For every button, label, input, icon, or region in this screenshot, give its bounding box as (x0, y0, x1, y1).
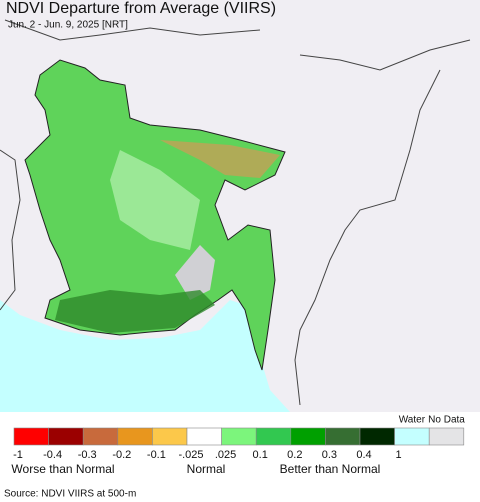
legend-tick-label: 0.4 (356, 449, 371, 461)
legend-tick-label: -.025 (178, 449, 203, 461)
legend-swatch (325, 427, 361, 446)
legend-swatch (82, 427, 119, 446)
legend-tick-label: -0.3 (78, 449, 97, 461)
title: NDVI Departure from Average (VIIRS) (6, 0, 276, 17)
legend-tick-label: -0.4 (43, 449, 62, 461)
legend-swatch (13, 427, 49, 446)
legend-swatch (290, 427, 326, 446)
legend-tick-label: -0.1 (147, 449, 166, 461)
legend: -1 -0.4 -0.3 -0.2 -0.1 -.025 .025 0.1 0.2 0.3 0.4 1… (11, 415, 465, 477)
subtitle: Jun. 2 - Jun. 9, 2025 [NRT] (8, 20, 128, 31)
water-label: Water (399, 415, 426, 426)
legend-swatch (117, 427, 153, 446)
sundarbans (55, 290, 215, 333)
legend-tick-label: 0.1 (253, 449, 268, 461)
legend-swatch (359, 427, 395, 446)
legend-tick-label: -0.2 (112, 449, 131, 461)
dry-patch (160, 140, 280, 178)
map (0, 0, 480, 412)
legend-tick-label: -1 (13, 449, 23, 461)
legend-swatch (152, 427, 188, 446)
sea (0, 300, 290, 412)
legend-swatch (255, 427, 292, 446)
legend-swatch (186, 427, 222, 446)
legend-swatch (221, 427, 257, 446)
water-body (175, 245, 215, 300)
legend-tick-label: .025 (215, 449, 236, 461)
legend-tick-label: 0.3 (322, 449, 337, 461)
normal-patch (110, 150, 200, 250)
legend-descriptor: Normal (187, 462, 226, 476)
borders (0, 19, 471, 406)
legend-background (0, 412, 480, 502)
legend-swatch (48, 427, 84, 446)
legend-swatch (428, 427, 465, 446)
no-data-label: No Data (428, 415, 465, 426)
legend-swatch (394, 427, 430, 446)
legend-tick-label: 0.2 (287, 449, 302, 461)
legend-tick-label: 1 (396, 449, 402, 461)
source: Source: NDVI VIIRS at 500-m (4, 489, 136, 500)
legend-descriptor: Better than Normal (280, 462, 381, 476)
legend-descriptor: Worse than Normal (11, 462, 114, 476)
